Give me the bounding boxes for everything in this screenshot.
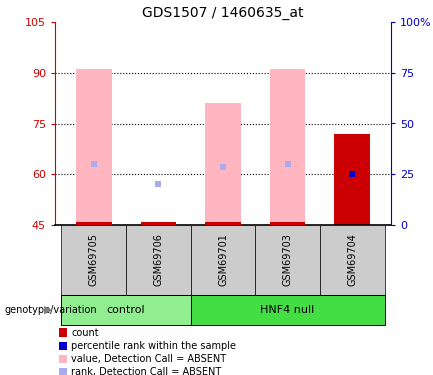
Bar (61, 295, 191, 325)
Bar (191, 225, 255, 295)
Text: GSM69705: GSM69705 (89, 234, 99, 286)
Text: GSM69703: GSM69703 (283, 234, 293, 286)
Bar (320, 225, 385, 295)
Bar (61, 225, 126, 295)
Text: HNF4 null: HNF4 null (261, 305, 315, 315)
Text: value, Detection Call = ABSENT: value, Detection Call = ABSENT (71, 354, 226, 364)
Bar (270, 222, 305, 225)
Text: GSM69706: GSM69706 (153, 234, 163, 286)
Text: GSM69704: GSM69704 (347, 234, 357, 286)
Bar (205, 103, 241, 225)
Bar (270, 69, 305, 225)
Bar (205, 222, 241, 225)
Text: genotype/variation: genotype/variation (4, 305, 97, 315)
Bar (255, 225, 320, 295)
Text: control: control (107, 305, 145, 315)
Text: rank, Detection Call = ABSENT: rank, Detection Call = ABSENT (71, 367, 222, 375)
Text: GSM69701: GSM69701 (218, 234, 228, 286)
Title: GDS1507 / 1460635_at: GDS1507 / 1460635_at (142, 6, 304, 20)
Bar (76, 69, 112, 225)
Text: ▶: ▶ (44, 305, 53, 315)
Text: count: count (71, 327, 99, 338)
Bar (334, 134, 370, 225)
Bar (141, 222, 176, 225)
Bar (191, 295, 385, 325)
Bar (76, 222, 112, 225)
Bar (126, 225, 191, 295)
Text: percentile rank within the sample: percentile rank within the sample (71, 340, 236, 351)
